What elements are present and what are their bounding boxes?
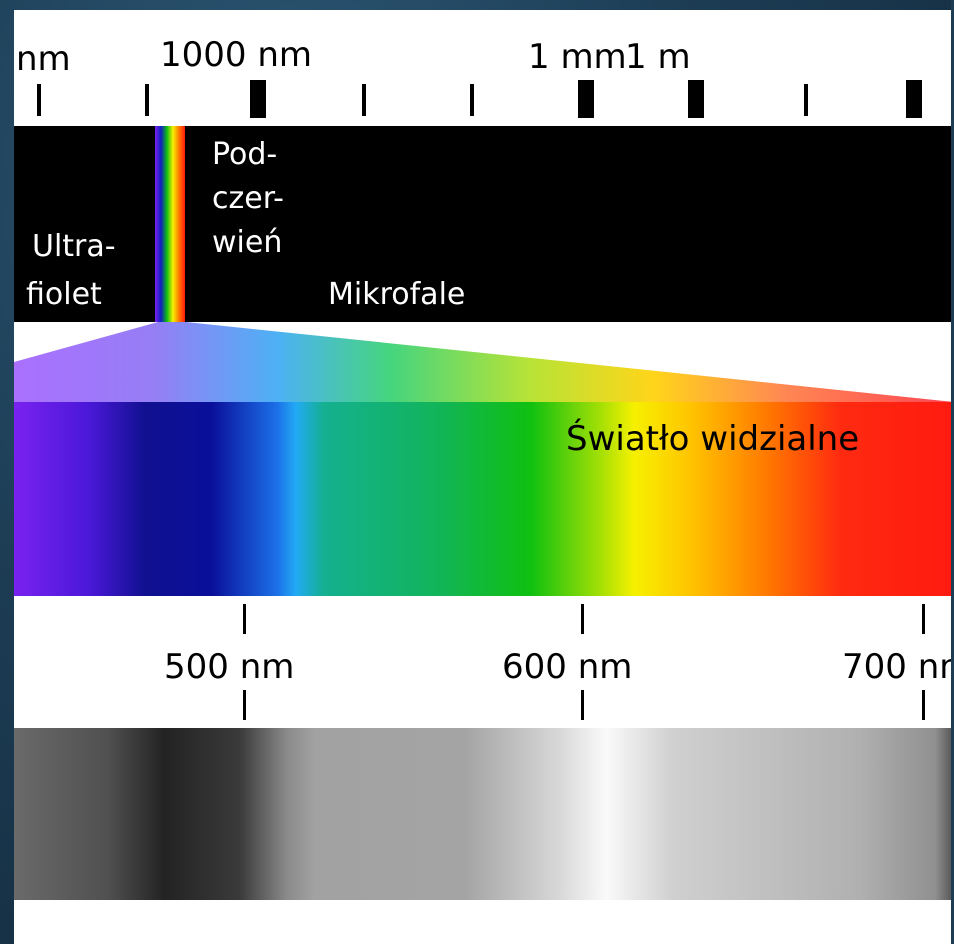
microwaves-label: Mikrofale: [328, 277, 465, 312]
tick-minor: [470, 84, 474, 116]
infrared-label-line2: czer-: [212, 181, 284, 216]
scale-label-1mm: 1 mm: [528, 37, 627, 77]
infrared-label-line3: wień: [212, 225, 282, 260]
infrared-label-line1: Pod-: [212, 137, 277, 172]
tick-major: [250, 80, 266, 118]
tick-major: [906, 80, 922, 118]
tick-700-upper: [922, 604, 925, 634]
tick-major: [688, 80, 704, 118]
ultraviolet-label-line2: fiolet: [26, 277, 102, 312]
tick-500-upper: [243, 604, 246, 634]
right-frame-edge: [951, 0, 954, 944]
tick-minor: [37, 84, 41, 116]
scale-label-1m: 1 m: [625, 37, 691, 77]
visible-strip: [155, 126, 185, 322]
tick-minor: [362, 84, 366, 116]
spectrum-fan: [14, 322, 954, 402]
ultraviolet-label-line1: Ultra-: [32, 229, 116, 264]
visible-spectrum: [14, 402, 954, 596]
top-scale-ticks: [37, 80, 922, 118]
tick-major: [578, 80, 594, 118]
tick-minor: [804, 84, 808, 116]
scale-label-nm: nm: [16, 39, 71, 79]
tick-500-lower: [243, 690, 246, 720]
scale-label-1000nm: 1000 nm: [160, 35, 312, 75]
tick-600-lower: [581, 690, 584, 720]
visible-scale-ticks: [243, 604, 925, 720]
scale-label-600nm: 600 nm: [502, 647, 632, 687]
scale-label-500nm: 500 nm: [164, 647, 294, 687]
grayscale-band: [14, 728, 954, 900]
tick-minor: [145, 84, 149, 116]
tick-700-lower: [922, 690, 925, 720]
visible-light-label: Światło widzialne: [566, 418, 859, 459]
scale-label-700nm: 700 nm: [842, 647, 954, 687]
tick-600-upper: [581, 604, 584, 634]
